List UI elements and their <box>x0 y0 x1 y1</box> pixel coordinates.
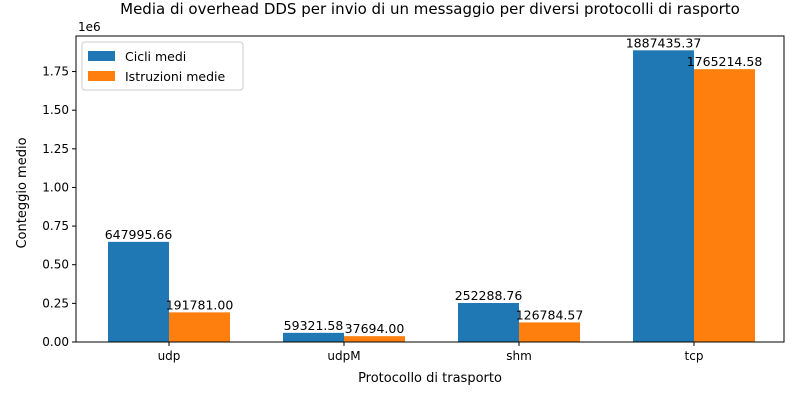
x-tick-label: tcp <box>685 349 704 363</box>
y-tick-label: 1.00 <box>42 180 69 194</box>
y-tick-label: 0.00 <box>42 335 69 349</box>
y-tick-label: 1.75 <box>42 65 69 79</box>
bar-cicli-medi-shm <box>458 303 519 342</box>
bar-value-label: 1765214.58 <box>687 54 763 69</box>
x-axis-ticks: udp udpM shm tcp <box>158 342 704 363</box>
bar-series <box>108 50 755 343</box>
bar-cicli-medi-udpM <box>283 332 344 342</box>
y-tick-label: 1.25 <box>42 142 69 156</box>
bar-value-label: 59321.58 <box>284 318 344 333</box>
bar-value-label: 126784.57 <box>516 307 584 322</box>
legend-swatch <box>88 71 115 81</box>
bar-value-label: 647995.66 <box>105 227 173 242</box>
y-axis-label: Conteggio medio <box>15 137 30 248</box>
bar-value-labels: 647995.66 191781.00 59321.58 37694.00 252288… <box>105 35 763 336</box>
legend-label: Cicli medi <box>125 49 186 64</box>
legend-box <box>81 41 244 91</box>
bar-cicli-medi-udp <box>108 241 169 342</box>
y-tick-label: 1.50 <box>42 103 69 117</box>
legend-label: Istruzioni medie <box>125 69 225 84</box>
y-axis-scale-label: 1e6 <box>78 20 101 34</box>
plot-area-frame <box>75 35 785 343</box>
legend-swatch <box>88 51 115 61</box>
bar-istruzioni-medie-shm <box>519 322 580 342</box>
bar-istruzioni-medie-tcp <box>694 69 755 343</box>
bar-cicli-medi-tcp <box>633 50 694 342</box>
x-tick-label: udp <box>158 349 181 363</box>
x-axis-label: Protocollo di trasporto <box>358 371 502 386</box>
bar-istruzioni-medie-udpM <box>344 336 405 342</box>
y-tick-label: 0.50 <box>42 258 69 272</box>
chart-legend: Cicli medi Istruzioni medie <box>81 41 244 91</box>
chart-title: Media di overhead DDS per invio di un me… <box>120 0 740 18</box>
x-tick-label: shm <box>506 349 532 363</box>
bar-value-label: 1887435.37 <box>626 35 702 50</box>
x-tick-label: udpM <box>327 349 360 363</box>
bar-value-label: 252288.76 <box>455 288 523 303</box>
bar-value-label: 37694.00 <box>345 321 405 336</box>
y-tick-label: 0.25 <box>42 296 69 310</box>
bar-value-label: 191781.00 <box>166 297 234 312</box>
y-tick-label: 0.75 <box>42 219 69 233</box>
y-axis-ticks: 0.00 0.25 0.50 0.75 1.00 1.25 1.50 1.75 <box>42 65 76 349</box>
bar-istruzioni-medie-udp <box>169 312 230 342</box>
